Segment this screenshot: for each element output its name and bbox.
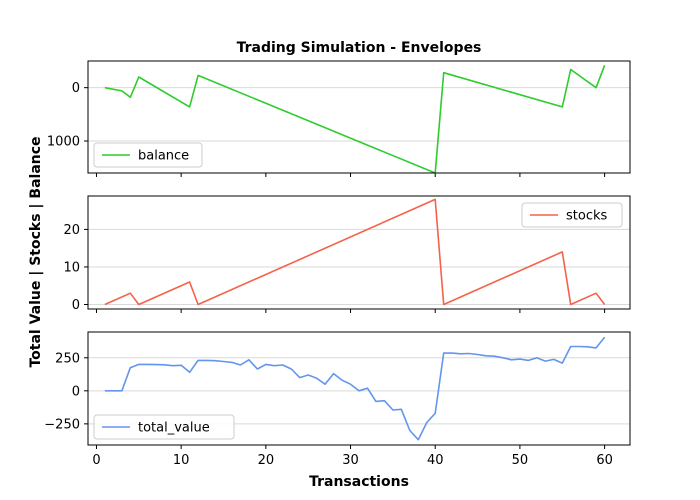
y-axis-label: Total Value | Stocks | Balance — [28, 136, 44, 367]
panel-total_value: −250 0 250 total_value 0 10 20 30 40 50 60 — [44, 331, 631, 468]
y-tick-label-total_value-2: 250 — [55, 351, 80, 366]
legend-label: total_value — [138, 421, 210, 436]
x-tick-label-5: 50 — [512, 453, 529, 468]
axes-frame-balance — [87, 60, 631, 174]
panel-balance: 0 1000 balance — [47, 60, 631, 177]
y-tick-label-stocks-1: 10 — [63, 260, 80, 275]
x-tick-label-4: 40 — [427, 453, 444, 468]
y-tick-label-total_value-1: 0 — [72, 384, 80, 399]
y-tick-label-balance-0: 0 — [72, 81, 80, 96]
axes-frame-stocks — [87, 195, 631, 310]
legend-box — [93, 142, 203, 168]
x-tick-label-6: 60 — [596, 453, 613, 468]
legend-box — [93, 414, 235, 440]
y-tick-label-stocks-0: 0 — [72, 298, 80, 313]
legend-balance: balance — [93, 142, 203, 168]
series-line-balance — [104, 65, 606, 174]
panel-stocks: 0 10 20 stocks — [63, 195, 631, 313]
chart-panels: 0 1000 balance 0 10 20 stocks −250 0 250 total_val… — [44, 60, 631, 468]
axes-frame-total_value — [87, 331, 631, 446]
chart-title: Trading Simulation - Envelopes — [237, 40, 482, 56]
legend-box — [521, 202, 623, 228]
x-tick-label-3: 30 — [342, 453, 359, 468]
y-tick-label-stocks-2: 20 — [63, 223, 80, 238]
x-tick-label-0: 0 — [92, 453, 100, 468]
series-line-total_value — [104, 336, 606, 441]
legend-total_value: total_value — [93, 414, 235, 440]
x-tick-label-2: 20 — [258, 453, 275, 468]
x-tick-label-1: 10 — [173, 453, 190, 468]
series-line-stocks — [104, 198, 606, 306]
y-tick-label-balance-1: 1000 — [47, 135, 80, 150]
x-axis-label: Transactions — [309, 474, 409, 490]
legend-stocks: stocks — [521, 202, 623, 228]
legend-label: balance — [138, 149, 189, 164]
legend-label: stocks — [566, 209, 607, 224]
y-tick-label-total_value-0: −250 — [44, 417, 80, 432]
